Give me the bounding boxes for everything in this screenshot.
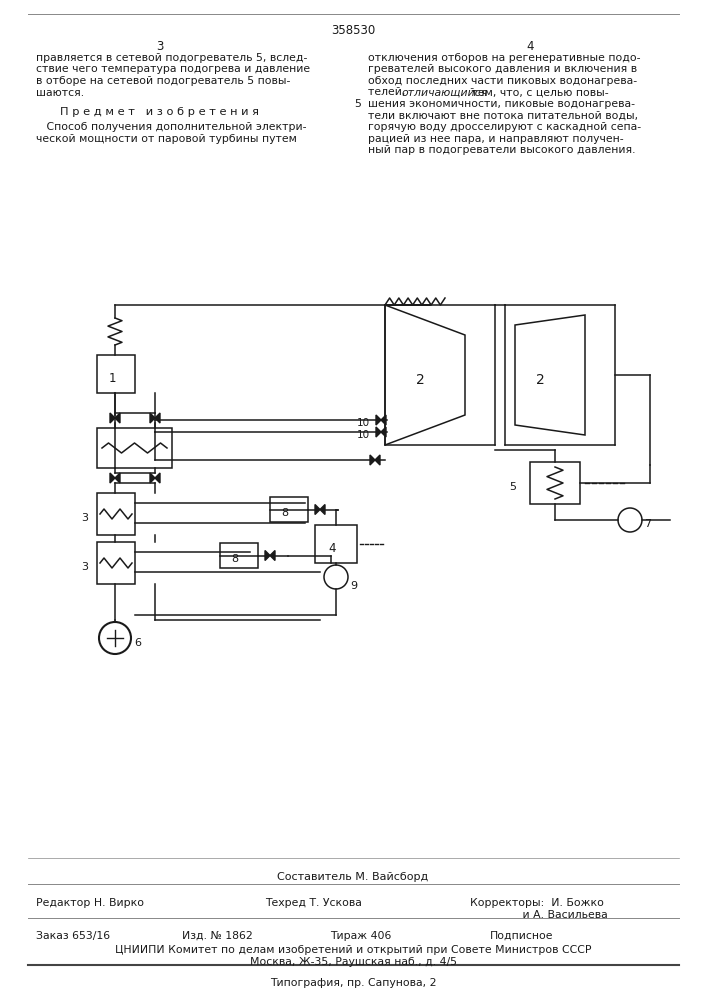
Text: 4: 4 bbox=[526, 40, 534, 53]
Circle shape bbox=[618, 508, 642, 532]
Text: рацией из нее пара, и направляют получен-: рацией из нее пара, и направляют получен… bbox=[368, 133, 624, 143]
Polygon shape bbox=[376, 415, 381, 425]
Text: шаются.: шаются. bbox=[36, 88, 84, 98]
Text: 2: 2 bbox=[536, 373, 544, 387]
Bar bbox=[270, 497, 308, 522]
Text: правляется в сетевой подогреватель 5, вслед-: правляется в сетевой подогреватель 5, вс… bbox=[36, 53, 308, 63]
Polygon shape bbox=[150, 413, 155, 423]
Polygon shape bbox=[320, 504, 325, 514]
Text: 358530: 358530 bbox=[331, 24, 375, 37]
Polygon shape bbox=[381, 427, 386, 437]
Text: обход последних части пиковых водонагрева-: обход последних части пиковых водонагрев… bbox=[368, 76, 637, 86]
Text: Корректоры:  И. Божко: Корректоры: И. Божко bbox=[470, 898, 604, 908]
Text: телей,: телей, bbox=[368, 88, 409, 98]
Text: и А. Васильева: и А. Васильева bbox=[470, 910, 608, 920]
Text: гревателей высокого давления и включения в: гревателей высокого давления и включения… bbox=[368, 64, 637, 75]
Text: Техред Т. Ускова: Техред Т. Ускова bbox=[265, 898, 362, 908]
Text: Москва, Ж-35, Раушская наб., д. 4/5: Москва, Ж-35, Раушская наб., д. 4/5 bbox=[250, 957, 457, 967]
Text: 8: 8 bbox=[281, 508, 288, 518]
Text: ный пар в подогреватели высокого давления.: ный пар в подогреватели высокого давлени… bbox=[368, 145, 636, 155]
Text: тели включают вне потока питательной воды,: тели включают вне потока питательной вод… bbox=[368, 110, 638, 120]
Text: 10: 10 bbox=[357, 418, 370, 428]
Text: 6: 6 bbox=[134, 638, 141, 648]
Text: ствие чего температура подогрева и давление: ствие чего температура подогрева и давле… bbox=[36, 64, 310, 75]
Text: 9: 9 bbox=[350, 581, 357, 591]
Text: 2: 2 bbox=[416, 373, 424, 387]
Text: отличающийся: отличающийся bbox=[402, 88, 489, 98]
Polygon shape bbox=[265, 550, 270, 560]
Bar bbox=[315, 525, 357, 563]
Text: горячую воду дросселируют с каскадной сепа-: горячую воду дросселируют с каскадной се… bbox=[368, 122, 641, 132]
Text: 10: 10 bbox=[357, 430, 370, 440]
Text: П р е д м е т   и з о б р е т е н и я: П р е д м е т и з о б р е т е н и я bbox=[61, 107, 259, 117]
Text: Редактор Н. Вирко: Редактор Н. Вирко bbox=[36, 898, 144, 908]
Polygon shape bbox=[155, 473, 160, 483]
Text: 3: 3 bbox=[156, 40, 164, 53]
Text: ЦНИИПИ Комитет по делам изобретений и открытий при Совете Министров СССР: ЦНИИПИ Комитет по делам изобретений и от… bbox=[115, 945, 591, 955]
Polygon shape bbox=[155, 413, 160, 423]
Text: 3: 3 bbox=[81, 513, 88, 523]
Polygon shape bbox=[110, 473, 115, 483]
Circle shape bbox=[324, 565, 348, 589]
Polygon shape bbox=[270, 550, 275, 560]
Text: Типография, пр. Сапунова, 2: Типография, пр. Сапунова, 2 bbox=[270, 978, 436, 988]
Bar bbox=[97, 542, 135, 584]
Polygon shape bbox=[381, 415, 386, 425]
Polygon shape bbox=[515, 315, 585, 435]
Polygon shape bbox=[110, 413, 115, 423]
Polygon shape bbox=[115, 473, 120, 483]
Polygon shape bbox=[370, 455, 375, 465]
Bar bbox=[220, 543, 258, 568]
Text: тем, что, с целью повы-: тем, что, с целью повы- bbox=[468, 88, 609, 98]
Text: Составитель М. Вайсборд: Составитель М. Вайсборд bbox=[277, 872, 428, 882]
Polygon shape bbox=[115, 413, 120, 423]
Polygon shape bbox=[150, 473, 155, 483]
Text: 7: 7 bbox=[644, 519, 651, 529]
Text: 4: 4 bbox=[328, 542, 336, 554]
Circle shape bbox=[99, 622, 131, 654]
Text: в отборе на сетевой подогреватель 5 повы-: в отборе на сетевой подогреватель 5 повы… bbox=[36, 76, 291, 86]
Text: 8: 8 bbox=[231, 554, 238, 564]
Text: 3: 3 bbox=[81, 562, 88, 572]
Text: отключения отборов на регенеративные подо-: отключения отборов на регенеративные под… bbox=[368, 53, 641, 63]
Text: Заказ 653/16: Заказ 653/16 bbox=[36, 931, 110, 941]
Text: Подписное: Подписное bbox=[490, 931, 554, 941]
Polygon shape bbox=[375, 455, 380, 465]
Bar bbox=[97, 355, 135, 393]
Text: Изд. № 1862: Изд. № 1862 bbox=[182, 931, 252, 941]
Text: Тираж 406: Тираж 406 bbox=[330, 931, 392, 941]
Text: шения экономичности, пиковые водонагрева-: шения экономичности, пиковые водонагрева… bbox=[368, 99, 635, 109]
Bar bbox=[97, 493, 135, 535]
Bar bbox=[97, 428, 172, 468]
Text: 5: 5 bbox=[509, 482, 516, 492]
Text: Способ получения дополнительной электри-: Способ получения дополнительной электри- bbox=[36, 122, 307, 132]
Bar bbox=[530, 462, 580, 504]
Polygon shape bbox=[376, 427, 381, 437]
Text: 5: 5 bbox=[354, 99, 361, 109]
Text: 1: 1 bbox=[108, 371, 116, 384]
Polygon shape bbox=[385, 305, 465, 445]
Text: ческой мощности от паровой турбины путем: ческой мощности от паровой турбины путем bbox=[36, 133, 297, 143]
Polygon shape bbox=[315, 504, 320, 514]
